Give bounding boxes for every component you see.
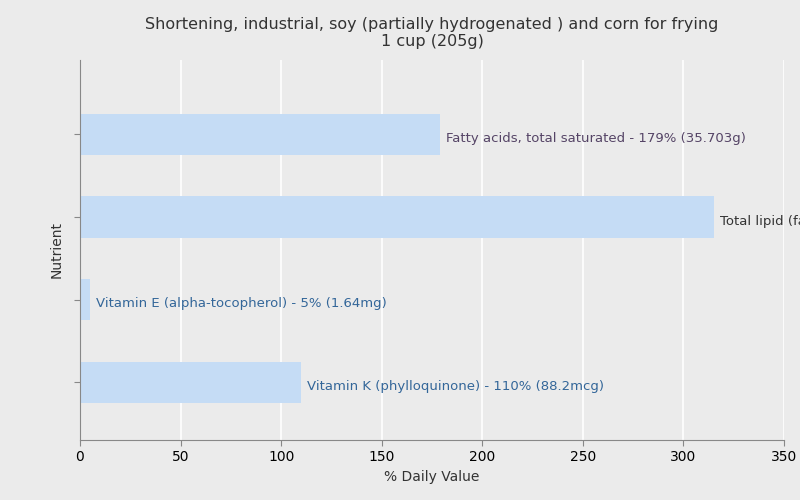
Text: Total lipid (fat) - 315% (205.00g): Total lipid (fat) - 315% (205.00g) [720,214,800,228]
Bar [80,196,714,237]
Bar [80,114,440,155]
Y-axis label: Nutrient: Nutrient [50,222,64,278]
Title: Shortening, industrial, soy (partially hydrogenated ) and corn for frying
1 cup : Shortening, industrial, soy (partially h… [146,16,718,49]
Text: Vitamin E (alpha-tocopherol) - 5% (1.64mg): Vitamin E (alpha-tocopherol) - 5% (1.64m… [96,297,387,310]
Bar [80,362,302,403]
Text: Vitamin K (phylloquinone) - 110% (88.2mcg): Vitamin K (phylloquinone) - 110% (88.2mc… [307,380,604,393]
X-axis label: % Daily Value: % Daily Value [384,470,480,484]
Text: Fatty acids, total saturated - 179% (35.703g): Fatty acids, total saturated - 179% (35.… [446,132,746,145]
Bar [80,279,90,320]
